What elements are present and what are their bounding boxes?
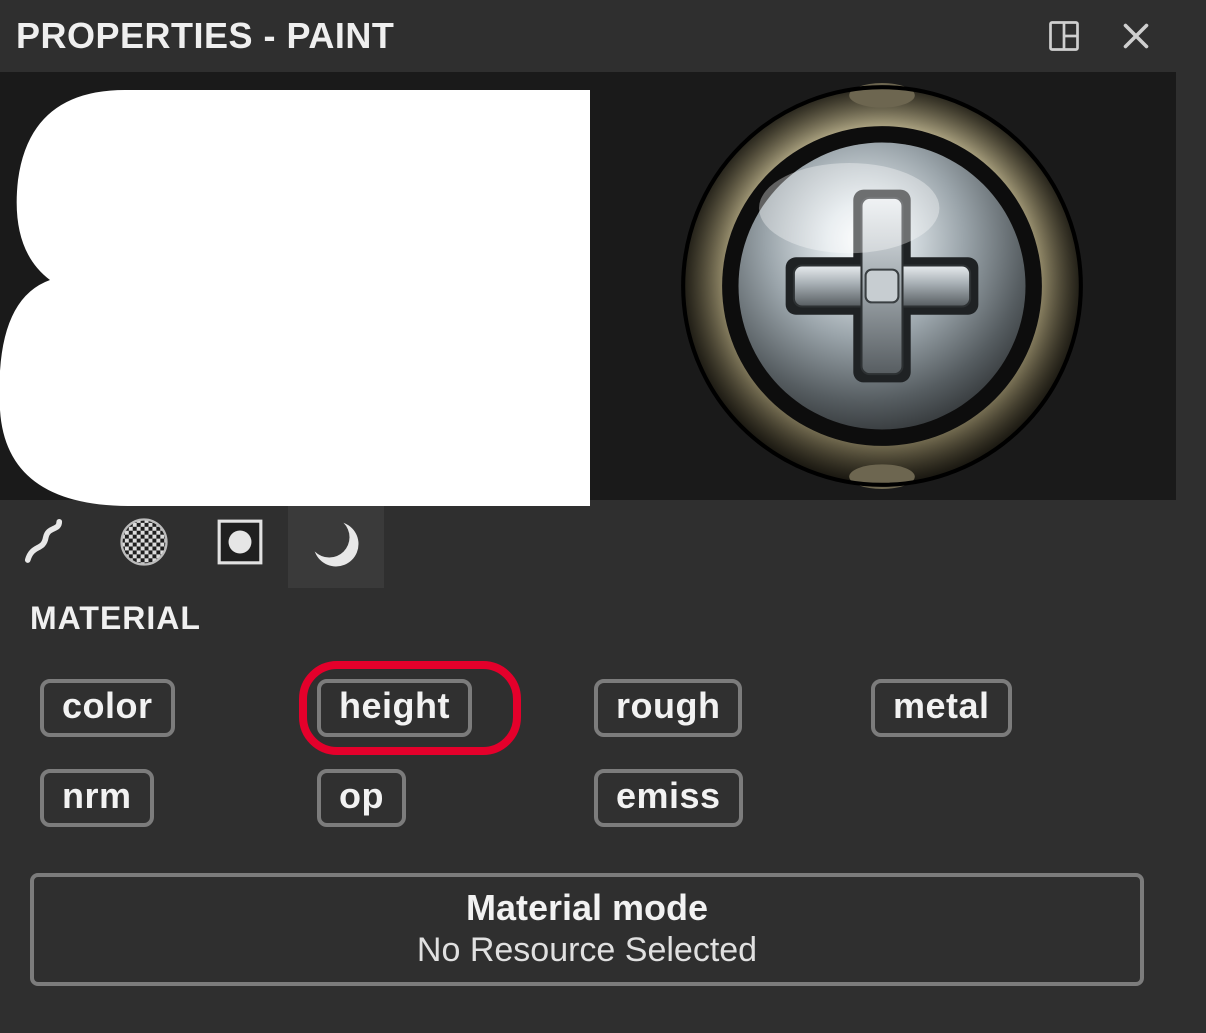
close-icon[interactable] [1114, 14, 1158, 58]
material-mode-title: Material mode [34, 887, 1140, 929]
material-mode-button[interactable]: Material mode No Resource Selected [30, 873, 1144, 986]
material-mode-value: No Resource Selected [34, 931, 1140, 970]
panel-title: PROPERTIES - PAINT [16, 15, 394, 57]
channel-empty-cell [871, 769, 1128, 827]
mode-tabbar [0, 500, 1176, 588]
channel-color-button[interactable]: color [40, 679, 175, 737]
checker-sphere-icon [117, 515, 171, 574]
tab-brush[interactable] [0, 500, 96, 588]
tab-material[interactable] [288, 500, 384, 588]
framed-dot-icon [215, 517, 265, 572]
dock-layout-icon[interactable] [1042, 14, 1086, 58]
channel-op-button[interactable]: op [317, 769, 406, 827]
tab-stencil[interactable] [192, 500, 288, 588]
tab-alpha[interactable] [96, 500, 192, 588]
channel-rough-button[interactable]: rough [594, 679, 742, 737]
channel-grid: color height rough metal nrm op emiss [0, 637, 1176, 827]
panel-header: PROPERTIES - PAINT [0, 0, 1176, 72]
brush-stroke-icon [21, 515, 75, 574]
crescent-sphere-icon [309, 517, 363, 576]
material-section-heading: MATERIAL [0, 588, 1176, 637]
channel-metal-button[interactable]: metal [871, 679, 1012, 737]
preview-strip [0, 72, 1176, 500]
channel-height-button[interactable]: height [317, 679, 472, 737]
material-preview [588, 72, 1176, 500]
channel-nrm-button[interactable]: nrm [40, 769, 154, 827]
channel-emiss-button[interactable]: emiss [594, 769, 743, 827]
brush-alpha-preview [0, 72, 588, 500]
